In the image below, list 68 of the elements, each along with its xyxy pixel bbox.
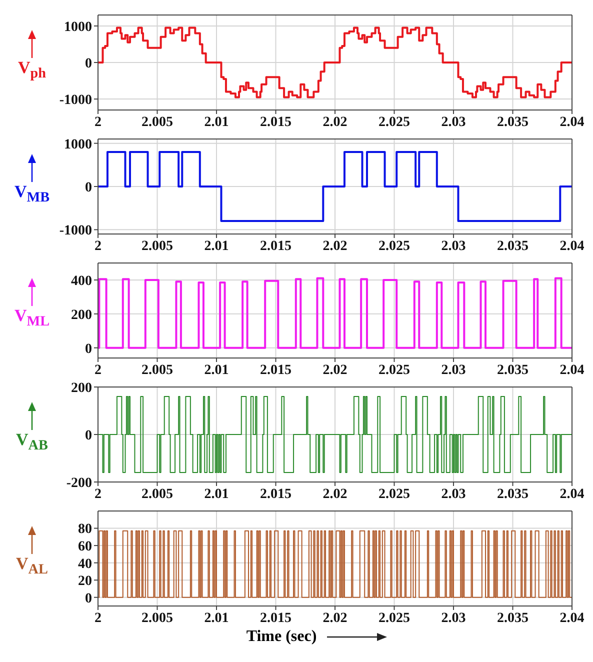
x-tick-label: 2.005 bbox=[142, 486, 173, 502]
x-tick-label: 2.015 bbox=[260, 362, 292, 378]
x-tick-label: 2.005 bbox=[142, 238, 173, 254]
y-tick-label: 80 bbox=[78, 522, 92, 538]
x-tick-label: 2.035 bbox=[497, 238, 528, 254]
x-tick-label: 2.01 bbox=[204, 486, 229, 502]
x-tick-label: 2.04 bbox=[560, 238, 584, 254]
y-tick-label: 1000 bbox=[64, 20, 92, 35]
y-tick-label: 0 bbox=[85, 591, 92, 606]
x-tick-label: 2.04 bbox=[560, 610, 584, 626]
y-tick-label: 0 bbox=[85, 428, 92, 444]
x-tick-label: 2.025 bbox=[378, 362, 410, 378]
x-tick-label: 2 bbox=[94, 238, 102, 254]
x-tick-label: 2 bbox=[94, 610, 102, 626]
x-tick-label: 2 bbox=[94, 486, 102, 502]
x-tick-label: 2.015 bbox=[260, 238, 292, 254]
x-tick-label: 2.02 bbox=[322, 114, 348, 130]
y-tick-label: -1000 bbox=[59, 224, 92, 239]
x-tick-label: 2.005 bbox=[142, 362, 173, 378]
y-tick-label: 1000 bbox=[64, 137, 92, 152]
x-tick-label: 2.03 bbox=[441, 486, 466, 502]
x-tick-label: 2.035 bbox=[497, 486, 528, 502]
x-tick-label: 2.005 bbox=[142, 610, 173, 626]
x-axis-title: Time (sec) bbox=[246, 628, 317, 646]
x-tick-label: 2.02 bbox=[322, 486, 348, 502]
x-tick-label: 2.03 bbox=[441, 114, 466, 130]
y-tick-label: 0 bbox=[85, 342, 92, 357]
x-tick-label: 2.03 bbox=[441, 610, 466, 626]
x-tick-label: 2.04 bbox=[560, 114, 584, 130]
y-tick-label: 0 bbox=[85, 180, 92, 196]
y-axis-title: V$_{MB}$ bbox=[14, 182, 50, 206]
y-tick-label: 200 bbox=[71, 308, 92, 323]
x-tick-label: 2.04 bbox=[560, 486, 584, 502]
y-tick-label: -200 bbox=[66, 476, 92, 491]
x-tick-label: 2.015 bbox=[260, 486, 292, 502]
x-tick-label: 2.02 bbox=[322, 238, 348, 254]
x-tick-label: 2.03 bbox=[441, 362, 466, 378]
x-tick-label: 2.03 bbox=[441, 238, 466, 254]
x-tick-label: 2.01 bbox=[204, 362, 229, 378]
x-tick-label: 2.015 bbox=[260, 114, 292, 130]
y-axis-title: V$_{AB}$ bbox=[16, 430, 48, 454]
x-tick-label: 2.02 bbox=[322, 610, 348, 626]
x-tick-label: 2.01 bbox=[204, 114, 229, 130]
x-tick-label: 2.025 bbox=[378, 114, 410, 130]
x-tick-label: 2.025 bbox=[378, 486, 410, 502]
x-tick-label: 2.035 bbox=[497, 362, 528, 378]
x-tick-label: 2.035 bbox=[497, 610, 528, 626]
y-tick-label: 60 bbox=[78, 540, 92, 555]
x-tick-label: 2.025 bbox=[378, 610, 410, 626]
y-axis-title: V$_{AL}$ bbox=[16, 554, 48, 578]
x-tick-label: 2.02 bbox=[322, 362, 348, 378]
x-tick-label: 2.005 bbox=[142, 114, 173, 130]
x-tick-label: 2.035 bbox=[497, 114, 528, 130]
y-tick-label: 20 bbox=[78, 574, 92, 590]
x-tick-label: 2.025 bbox=[378, 238, 410, 254]
x-tick-label: 2 bbox=[94, 114, 102, 130]
y-axis-title: V$_{ph}$ bbox=[18, 58, 46, 82]
y-tick-label: 200 bbox=[71, 380, 92, 396]
x-tick-label: 2.015 bbox=[260, 610, 292, 626]
x-tick-label: 2.01 bbox=[204, 610, 229, 626]
y-tick-label: 40 bbox=[78, 556, 92, 572]
x-tick-label: 2.04 bbox=[560, 362, 584, 378]
x-tick-label: 2.01 bbox=[204, 238, 229, 254]
y-tick-label: -1000 bbox=[59, 93, 92, 108]
y-axis-title: V$_{ML}$ bbox=[14, 306, 50, 330]
y-tick-label: 0 bbox=[85, 56, 92, 72]
y-tick-label: 400 bbox=[71, 274, 92, 289]
x-tick-label: 2 bbox=[94, 362, 102, 378]
